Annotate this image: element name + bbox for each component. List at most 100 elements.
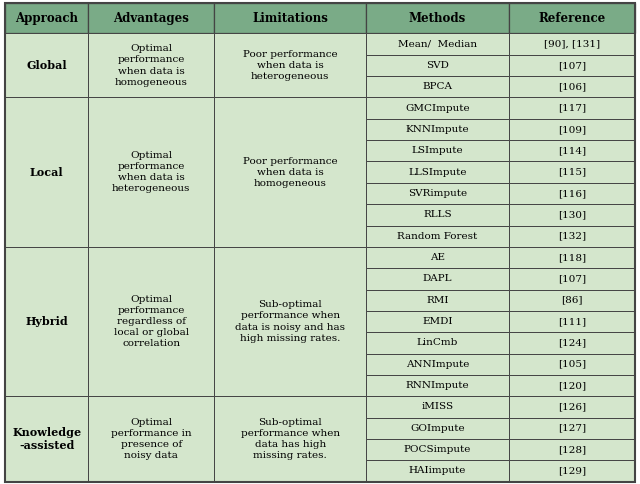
Bar [88, 247, 214, 396]
Bar [366, 439, 509, 460]
Text: [129]: [129] [558, 467, 586, 475]
Text: Optimal
performance in
presence of
noisy data: Optimal performance in presence of noisy… [111, 418, 191, 460]
Bar [88, 3, 214, 33]
Bar [509, 396, 635, 418]
Text: Poor performance
when data is
heterogeneous: Poor performance when data is heterogene… [243, 50, 337, 81]
Bar [5, 33, 88, 97]
Bar [5, 97, 88, 247]
Bar [509, 226, 635, 247]
Bar [366, 418, 509, 439]
Text: RNNImpute: RNNImpute [406, 381, 469, 390]
Text: [109]: [109] [558, 125, 586, 134]
Bar [366, 162, 509, 183]
Text: [124]: [124] [558, 338, 586, 348]
Bar [5, 396, 88, 482]
Text: Sub-optimal
performance when
data is noisy and has
high missing rates.: Sub-optimal performance when data is noi… [236, 301, 345, 343]
Bar [366, 226, 509, 247]
Text: BPCA: BPCA [422, 82, 452, 91]
Bar [509, 119, 635, 140]
Bar [509, 204, 635, 226]
Text: [130]: [130] [558, 211, 586, 219]
Bar [509, 268, 635, 289]
Text: POCSimpute: POCSimpute [404, 445, 471, 454]
Bar [366, 33, 509, 55]
Bar [509, 460, 635, 482]
Bar [509, 55, 635, 76]
Text: Optimal
performance
when data is
heterogeneous: Optimal performance when data is heterog… [112, 151, 190, 193]
Text: Advantages: Advantages [113, 12, 189, 25]
Text: [106]: [106] [558, 82, 586, 91]
Text: [128]: [128] [558, 445, 586, 454]
Bar [214, 247, 366, 396]
Bar [366, 460, 509, 482]
Bar [214, 3, 366, 33]
Bar [366, 332, 509, 353]
Text: [116]: [116] [558, 189, 586, 198]
Text: AE: AE [430, 253, 445, 262]
Bar [509, 183, 635, 204]
Text: KNNImpute: KNNImpute [406, 125, 469, 134]
Text: [127]: [127] [558, 424, 586, 433]
Bar [214, 396, 366, 482]
Bar [366, 396, 509, 418]
Text: LLSImpute: LLSImpute [408, 167, 467, 177]
Text: [105]: [105] [558, 360, 586, 369]
Text: [111]: [111] [558, 317, 586, 326]
Text: [114]: [114] [558, 146, 586, 155]
Bar [366, 55, 509, 76]
Bar [509, 33, 635, 55]
Bar [88, 33, 214, 97]
Text: [86]: [86] [561, 296, 582, 305]
Text: SVRimpute: SVRimpute [408, 189, 467, 198]
Text: Local: Local [30, 166, 63, 178]
Bar [366, 97, 509, 119]
Text: Mean/  Median: Mean/ Median [398, 40, 477, 48]
Text: [120]: [120] [558, 381, 586, 390]
Bar [366, 289, 509, 311]
Text: Global: Global [26, 60, 67, 71]
Bar [509, 140, 635, 162]
Text: [118]: [118] [558, 253, 586, 262]
Bar [509, 353, 635, 375]
Bar [509, 76, 635, 97]
Bar [366, 119, 509, 140]
Text: LinCmb: LinCmb [417, 338, 458, 348]
Text: Optimal
performance
when data is
homogeneous: Optimal performance when data is homogen… [115, 45, 188, 87]
Bar [214, 97, 366, 247]
Bar [366, 76, 509, 97]
Bar [366, 140, 509, 162]
Bar [88, 97, 214, 247]
Text: [107]: [107] [558, 274, 586, 283]
Text: ANNImpute: ANNImpute [406, 360, 469, 369]
Text: Knowledge
-assisted: Knowledge -assisted [12, 426, 81, 451]
Text: GMCImpute: GMCImpute [405, 104, 470, 113]
Text: [117]: [117] [558, 104, 586, 113]
Text: RMI: RMI [426, 296, 449, 305]
Bar [509, 418, 635, 439]
Bar [509, 162, 635, 183]
Bar [366, 311, 509, 332]
Bar [5, 247, 88, 396]
Bar [509, 332, 635, 353]
Text: [132]: [132] [558, 232, 586, 241]
Text: SVD: SVD [426, 61, 449, 70]
Bar [366, 183, 509, 204]
Bar [509, 311, 635, 332]
Text: [126]: [126] [558, 402, 586, 411]
Bar [214, 33, 366, 97]
Text: DAPL: DAPL [423, 274, 452, 283]
Bar [366, 268, 509, 289]
Text: Poor performance
when data is
homogeneous: Poor performance when data is homogeneou… [243, 156, 337, 188]
Bar [509, 439, 635, 460]
Bar [509, 375, 635, 396]
Bar [366, 375, 509, 396]
Text: EMDI: EMDI [422, 317, 453, 326]
Text: iMISS: iMISS [422, 402, 454, 411]
Bar [366, 353, 509, 375]
Text: [115]: [115] [558, 167, 586, 177]
Text: [107]: [107] [558, 61, 586, 70]
Text: Hybrid: Hybrid [25, 316, 68, 327]
Bar [509, 3, 635, 33]
Text: Methods: Methods [409, 12, 466, 25]
Bar [88, 396, 214, 482]
